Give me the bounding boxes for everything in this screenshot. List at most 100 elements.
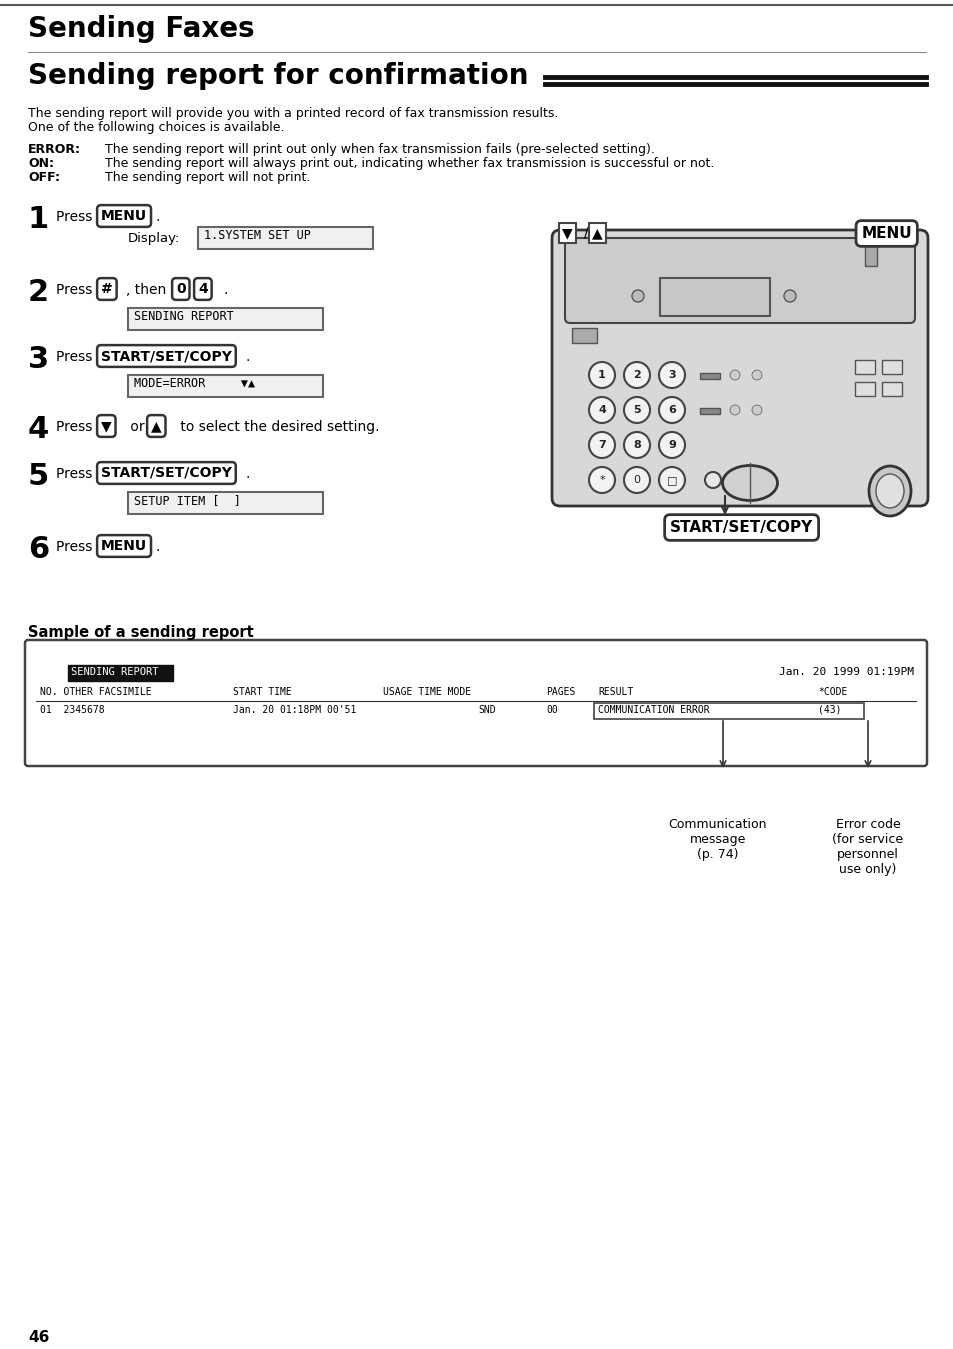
Text: OFF:: OFF: <box>28 171 60 183</box>
Text: SND: SND <box>477 706 496 715</box>
Text: Display:: Display: <box>128 232 180 246</box>
Text: 5: 5 <box>633 405 640 415</box>
Circle shape <box>751 405 761 415</box>
Text: ▲: ▲ <box>592 227 602 240</box>
Text: ON:: ON: <box>28 156 54 170</box>
Text: Press: Press <box>56 349 96 364</box>
Text: RESULT: RESULT <box>598 687 633 697</box>
Bar <box>864 246 876 266</box>
Text: 1: 1 <box>28 205 50 233</box>
Text: 0: 0 <box>633 475 639 486</box>
Text: □: □ <box>666 475 677 486</box>
Ellipse shape <box>783 290 795 302</box>
Ellipse shape <box>721 465 777 500</box>
Ellipse shape <box>631 290 643 302</box>
Bar <box>68 665 172 681</box>
Text: ▼: ▼ <box>101 420 112 433</box>
Text: Jan. 20 01:18PM 00'51: Jan. 20 01:18PM 00'51 <box>233 706 356 715</box>
Text: START TIME: START TIME <box>233 687 292 697</box>
Text: 4: 4 <box>598 405 605 415</box>
Text: 2: 2 <box>28 278 49 308</box>
Text: (43): (43) <box>817 706 841 715</box>
Text: START/SET/COPY: START/SET/COPY <box>669 519 812 536</box>
Text: ▼: ▼ <box>561 227 572 240</box>
Text: Press: Press <box>56 283 96 297</box>
Text: One of the following choices is available.: One of the following choices is availabl… <box>28 121 284 134</box>
Bar <box>659 278 769 316</box>
FancyBboxPatch shape <box>25 639 926 766</box>
Text: 3: 3 <box>667 370 675 380</box>
Text: Press: Press <box>56 540 96 554</box>
Bar <box>128 375 323 397</box>
Bar <box>128 492 323 514</box>
Text: MENU: MENU <box>101 540 147 553</box>
Text: 6: 6 <box>667 405 676 415</box>
Text: Press: Press <box>56 420 96 434</box>
Text: The sending report will always print out, indicating whether fax transmission is: The sending report will always print out… <box>105 156 714 170</box>
Text: 4: 4 <box>198 282 208 295</box>
Text: *CODE: *CODE <box>817 687 846 697</box>
Text: 0: 0 <box>175 282 186 295</box>
FancyBboxPatch shape <box>564 237 914 322</box>
Text: #: # <box>101 282 112 295</box>
Text: ▲: ▲ <box>151 420 161 433</box>
Text: .: . <box>156 540 160 554</box>
FancyBboxPatch shape <box>552 229 927 506</box>
Circle shape <box>659 397 684 424</box>
Text: Error code
(for service
personnel
use only): Error code (for service personnel use on… <box>832 817 902 876</box>
Text: MODE=ERROR     ▼▲: MODE=ERROR ▼▲ <box>133 376 254 390</box>
Circle shape <box>588 362 615 389</box>
Text: NO. OTHER FACSIMILE: NO. OTHER FACSIMILE <box>40 687 152 697</box>
Circle shape <box>659 362 684 389</box>
Ellipse shape <box>868 465 910 517</box>
Text: 4: 4 <box>28 415 50 444</box>
Bar <box>198 227 373 250</box>
Text: , then: , then <box>126 283 171 297</box>
Text: 1.SYSTEM SET UP: 1.SYSTEM SET UP <box>204 229 311 241</box>
Text: 5: 5 <box>28 461 50 491</box>
Text: SENDING REPORT: SENDING REPORT <box>71 666 158 677</box>
Text: COMMUNICATION ERROR: COMMUNICATION ERROR <box>598 706 709 715</box>
Text: .: . <box>224 283 228 297</box>
Text: *: * <box>598 475 604 486</box>
Text: The sending report will print out only when fax transmission fails (pre-selected: The sending report will print out only w… <box>105 143 654 156</box>
Text: ERROR:: ERROR: <box>28 143 81 156</box>
Text: START/SET/COPY: START/SET/COPY <box>101 465 232 480</box>
Text: or: or <box>126 420 149 434</box>
Text: The sending report will provide you with a printed record of fax transmission re: The sending report will provide you with… <box>28 107 558 120</box>
Text: Communication
message
(p. 74): Communication message (p. 74) <box>668 817 766 861</box>
Circle shape <box>751 370 761 380</box>
Text: The sending report will not print.: The sending report will not print. <box>105 171 310 183</box>
Text: /: / <box>583 227 588 240</box>
Text: .: . <box>246 349 250 364</box>
Text: Sample of a sending report: Sample of a sending report <box>28 625 253 639</box>
Circle shape <box>588 432 615 459</box>
Circle shape <box>729 405 740 415</box>
Bar <box>700 374 720 379</box>
Bar <box>882 360 901 374</box>
Text: 6: 6 <box>28 536 50 564</box>
Text: USAGE TIME MODE: USAGE TIME MODE <box>382 687 471 697</box>
Bar <box>854 382 874 397</box>
Text: START/SET/COPY: START/SET/COPY <box>101 349 232 363</box>
Bar <box>572 328 597 343</box>
Text: Sending report for confirmation: Sending report for confirmation <box>28 62 528 90</box>
Text: Sending Faxes: Sending Faxes <box>28 15 254 43</box>
Text: MENU: MENU <box>101 209 147 223</box>
Text: SENDING REPORT: SENDING REPORT <box>133 310 233 322</box>
Circle shape <box>623 362 649 389</box>
Text: .: . <box>246 467 250 482</box>
Text: 01  2345678: 01 2345678 <box>40 706 105 715</box>
Circle shape <box>729 370 740 380</box>
Bar <box>128 308 323 331</box>
Text: 8: 8 <box>633 440 640 451</box>
Circle shape <box>659 432 684 459</box>
Text: to select the desired setting.: to select the desired setting. <box>175 420 379 434</box>
Bar <box>594 703 863 719</box>
Text: MENU: MENU <box>861 227 911 241</box>
Text: 7: 7 <box>598 440 605 451</box>
Circle shape <box>623 432 649 459</box>
Ellipse shape <box>875 473 903 509</box>
Circle shape <box>623 397 649 424</box>
Circle shape <box>588 467 615 492</box>
